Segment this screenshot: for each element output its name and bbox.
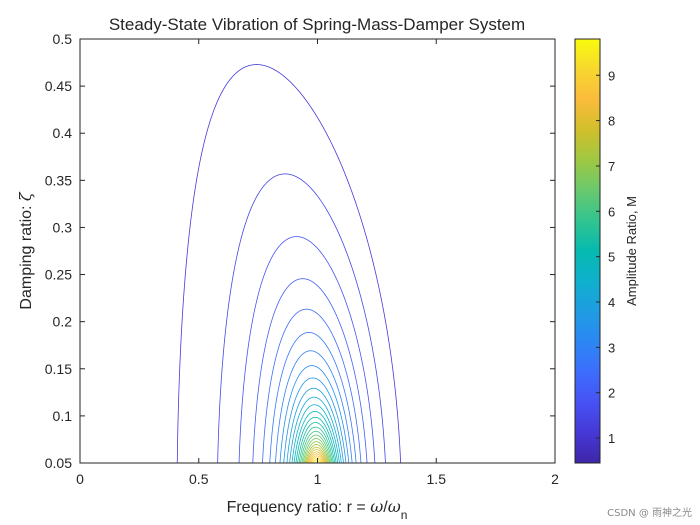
contour-line-9 xyxy=(286,387,344,463)
contour-line-5 xyxy=(269,332,357,463)
colorbar-tick-label: 2 xyxy=(608,386,615,401)
contour-line-25 xyxy=(309,455,325,463)
colorbar-tick-label: 9 xyxy=(608,68,615,83)
plot-area xyxy=(80,39,555,463)
colorbar-label: Amplitude Ratio, M xyxy=(624,196,639,306)
contour-line-16 xyxy=(300,430,333,463)
contour-line-19 xyxy=(303,441,330,463)
x-axis-label-slash: / xyxy=(383,499,388,516)
contour-line-1 xyxy=(217,173,386,463)
watermark: CSDN @ 雨神之光 xyxy=(607,508,692,519)
contour-line-18 xyxy=(302,438,331,463)
colorbar xyxy=(575,39,600,463)
contour-line-26 xyxy=(310,457,324,463)
y-axis-label-zeta: ζ xyxy=(16,191,35,201)
x-tick-label: 1 xyxy=(314,471,322,487)
colorbar-frame xyxy=(574,38,601,464)
colorbar-tick-label: 3 xyxy=(608,340,615,355)
x-tick-label: 1.5 xyxy=(427,471,447,487)
colorbar-tick-label: 8 xyxy=(608,114,615,129)
y-tick-label: 0.15 xyxy=(45,361,72,377)
y-axis-label: Damping ratio: ζ xyxy=(16,191,35,310)
contour-line-6 xyxy=(275,350,353,463)
y-tick-label: 0.35 xyxy=(45,172,72,188)
contour-lines xyxy=(176,64,402,463)
x-axis-label-prefix: Frequency ratio: r = xyxy=(227,499,371,516)
x-tick-label: 0 xyxy=(76,471,84,487)
y-axis-ticks: 0.05 0.1 0.15 0.2 0.25 0.3 0.35 0.4 0.45 0.5 xyxy=(45,31,555,471)
y-tick-label: 0.5 xyxy=(53,31,73,47)
contour-line-20 xyxy=(304,444,329,463)
contour-line-0 xyxy=(176,64,402,463)
x-axis-label-omega: ω xyxy=(370,497,383,516)
colorbar-tick-label: 1 xyxy=(608,431,615,446)
contour-line-7 xyxy=(279,365,350,463)
contour-line-8 xyxy=(283,377,347,463)
contour-line-14 xyxy=(297,422,336,463)
contour-line-22 xyxy=(306,449,327,463)
contour-line-17 xyxy=(301,434,332,463)
contour-line-21 xyxy=(305,446,328,463)
contour-line-15 xyxy=(298,426,334,463)
y-tick-label: 0.25 xyxy=(45,267,72,283)
x-axis-label-subscript: n xyxy=(401,508,408,522)
y-tick-label: 0.2 xyxy=(53,314,73,330)
colorbar-tick-label: 4 xyxy=(608,295,615,310)
contour-line-10 xyxy=(289,396,342,463)
x-tick-label: 0.5 xyxy=(189,471,209,487)
contour-line-24 xyxy=(308,453,325,463)
y-tick-label: 0.3 xyxy=(53,219,73,235)
y-axis-label-text: Damping ratio: xyxy=(18,201,35,310)
contour-line-23 xyxy=(307,451,326,463)
contour-line-11 xyxy=(291,404,340,463)
contour-line-13 xyxy=(295,416,337,463)
colorbar-ticks: 1 2 3 4 5 6 7 8 9 xyxy=(596,68,615,446)
contour-line-2 xyxy=(238,236,376,463)
contour-line-3 xyxy=(252,278,368,463)
contour-line-12 xyxy=(293,411,339,463)
chart-title: Steady-State Vibration of Spring-Mass-Da… xyxy=(109,15,525,34)
colorbar-tick-label: 5 xyxy=(608,250,615,265)
colorbar-tick-label: 6 xyxy=(608,204,615,219)
x-axis-label: Frequency ratio: r = ω/ωn xyxy=(227,497,408,522)
x-axis-ticks: 0 0.5 1 1.5 2 xyxy=(76,39,559,487)
y-tick-label: 0.05 xyxy=(45,455,72,471)
y-tick-label: 0.1 xyxy=(53,408,73,424)
y-tick-label: 0.45 xyxy=(45,78,72,94)
x-tick-label: 2 xyxy=(551,471,559,487)
x-axis-label-omega-n: ω xyxy=(388,497,401,516)
contour-line-4 xyxy=(262,308,362,463)
y-tick-label: 0.4 xyxy=(53,125,73,141)
colorbar-tick-label: 7 xyxy=(608,159,615,174)
